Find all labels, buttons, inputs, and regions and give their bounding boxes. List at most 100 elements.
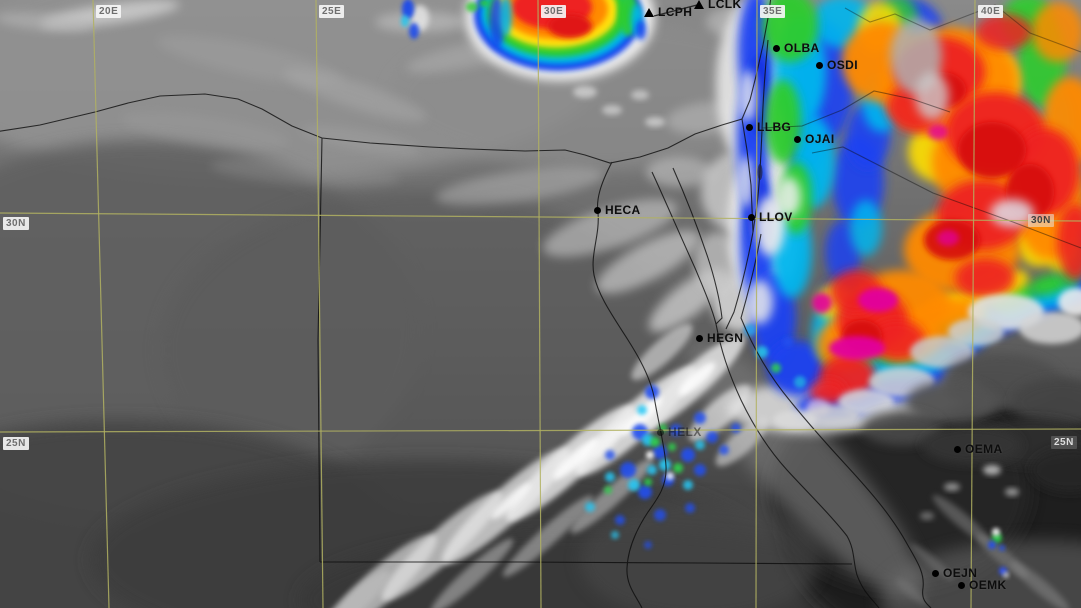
cloud-blob: [553, 438, 599, 480]
station-code-label: OLBA: [784, 41, 820, 55]
cloud-blob: [694, 412, 706, 424]
cloud-blob: [466, 2, 478, 12]
station-OEMK: OEMK: [958, 578, 1007, 592]
cloud-blob: [783, 337, 793, 347]
cloud-blob: [910, 336, 974, 368]
station-HECA: HECA: [594, 203, 641, 217]
cloud-blob: [644, 541, 652, 549]
station-code-label: LLOV: [759, 210, 793, 224]
station-dot-marker: [932, 569, 939, 577]
cloud-blob: [1005, 488, 1019, 496]
mediterranean-coastline: [0, 0, 772, 164]
cloud-blob: [659, 459, 671, 471]
cloud-blob: [944, 483, 960, 491]
cloud-blob: [647, 465, 657, 475]
grid-label-30E: 30E: [541, 5, 567, 18]
cloud-blob: [543, 199, 677, 257]
station-HEGN: HEGN: [696, 331, 743, 345]
station-code-label: OEJN: [943, 566, 978, 580]
station-dot-marker: [816, 61, 823, 69]
cloud-blob: [755, 196, 785, 256]
cloud-blob: [765, 80, 801, 164]
cloud-blob: [739, 70, 757, 122]
cloud-blob: [694, 464, 706, 476]
cloud-blob: [300, 125, 420, 155]
station-code-label: LCPH: [658, 5, 693, 19]
cloud-blob: [283, 68, 427, 122]
jordan-saudi-border: [811, 146, 1081, 249]
cloud-blob: [479, 0, 489, 7]
cloud-blob: [1030, 448, 1081, 492]
station-code-label: OEMA: [965, 442, 1003, 456]
egypt-libya-border: [317, 137, 323, 563]
cloud-blob: [605, 472, 615, 482]
cloud-blob: [628, 479, 640, 491]
cloud-blob: [1057, 204, 1081, 280]
cloud-blob: [992, 528, 1000, 536]
cloud-blob: [955, 258, 1015, 298]
cloud-blob: [500, 0, 512, 36]
cloud-blob: [620, 462, 636, 478]
nile-river: [592, 161, 667, 608]
station-leader-line: [653, 4, 698, 17]
station-triangle-marker: [694, 0, 704, 9]
cloud-blob: [646, 157, 714, 187]
cloud-blob: [771, 363, 781, 373]
gulf-of-suez-east: [672, 167, 723, 325]
cloud-blob: [409, 23, 419, 39]
station-LCPH: LCPH: [644, 5, 692, 19]
syria-iraq-border: [844, 4, 1081, 53]
cloud-blob: [1012, 378, 1081, 426]
station-dot-marker: [748, 213, 755, 221]
cloud-blob: [1028, 274, 1068, 296]
cloud-blob: [850, 200, 882, 256]
station-code-label: OEMK: [969, 578, 1007, 592]
cloud-blob: [804, 405, 860, 427]
cloud-blob: [794, 376, 806, 388]
grid-label-25N: 25N: [3, 437, 29, 450]
cloud-blob: [906, 381, 998, 423]
station-LLBG: LLBG: [746, 120, 791, 134]
station-LLOV: LLOV: [748, 210, 793, 224]
cloud-blob: [604, 486, 612, 494]
meridian-line-40E: [970, 0, 976, 608]
cloud-blob: [928, 124, 948, 140]
cloud-blob: [615, 515, 625, 525]
station-dot-marker: [657, 428, 664, 436]
cloud-blob: [1032, 2, 1081, 62]
cloud-blob: [988, 541, 996, 549]
cloud-blob: [580, 500, 820, 608]
station-triangle-marker: [644, 7, 654, 17]
cloud-blob: [402, 0, 414, 19]
cloud-blob: [668, 443, 676, 451]
cloud-blob: [958, 122, 1026, 178]
cloud-blob: [430, 538, 514, 608]
cloud-blob: [573, 86, 597, 98]
station-OLBA: OLBA: [773, 41, 820, 55]
cloud-blob: [645, 385, 659, 399]
station-code-label: OSDI: [827, 58, 858, 72]
cloud-blob: [619, 396, 663, 436]
cloud-blob: [120, 111, 290, 149]
cloud-blob: [937, 230, 959, 246]
cloud-blob: [611, 531, 619, 539]
grid-label-40E: 40E: [978, 5, 1004, 18]
meridian-line-25E: [315, 0, 324, 608]
meridian-line-30E: [537, 0, 542, 608]
cloud-blob: [976, 14, 1032, 50]
cloud-blob: [695, 440, 705, 450]
station-code-label: LLBG: [757, 120, 792, 134]
cloud-blob: [862, 411, 942, 445]
cloud-blob: [999, 545, 1005, 551]
station-dot-marker: [794, 135, 801, 143]
cloud-blob: [932, 494, 992, 546]
cloud-blob: [706, 431, 718, 443]
cloud-blob: [689, 384, 751, 442]
gulf-of-suez-west: [651, 171, 717, 325]
syria-jordan-border: [761, 90, 951, 129]
station-code-label: HECA: [605, 203, 641, 217]
cloud-blob: [503, 495, 593, 577]
cloud-blob: [602, 105, 622, 115]
egypt-sudan-border: [320, 561, 853, 565]
